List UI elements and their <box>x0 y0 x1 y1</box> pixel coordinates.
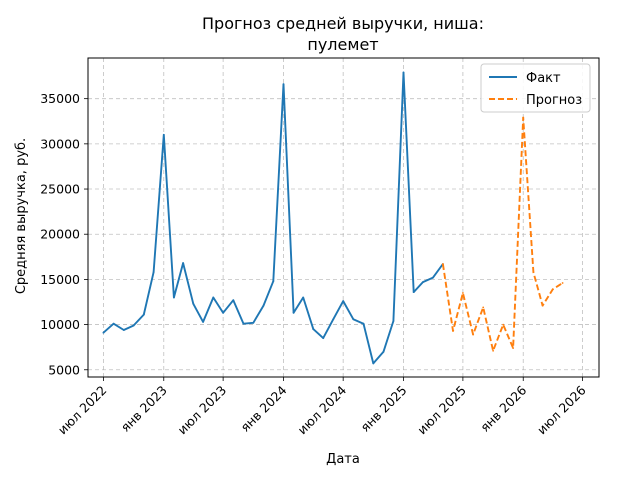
legend-label-fact: Факт <box>526 71 561 86</box>
data-point <box>152 271 155 274</box>
data-point <box>242 322 245 325</box>
data-point <box>232 299 235 302</box>
data-point <box>122 329 125 331</box>
y-tick-label: 25000 <box>40 182 80 197</box>
data-point <box>202 321 205 323</box>
data-point <box>551 288 554 291</box>
data-point <box>192 302 195 305</box>
data-point <box>332 318 335 321</box>
data-point <box>512 347 514 349</box>
legend: Факт Прогноз <box>480 63 591 113</box>
data-point <box>541 304 544 307</box>
data-point <box>412 291 415 293</box>
data-point <box>432 276 434 279</box>
data-point <box>322 337 325 339</box>
data-point <box>112 322 115 325</box>
data-point <box>402 71 405 74</box>
series-group <box>102 71 564 365</box>
y-axis-label: Средняя выручка, руб. <box>14 138 29 294</box>
y-tick-label: 10000 <box>40 317 80 332</box>
data-point <box>462 292 464 294</box>
data-point <box>352 318 355 321</box>
data-point <box>522 116 525 119</box>
chart-title-line1: Прогноз средней выручки, ниша: <box>202 14 484 33</box>
data-point <box>182 262 185 264</box>
data-point <box>362 322 365 325</box>
data-point <box>302 296 305 299</box>
data-point <box>382 350 385 353</box>
data-point <box>142 313 145 316</box>
data-point <box>492 349 494 352</box>
data-point <box>452 330 454 332</box>
data-point <box>532 271 535 274</box>
data-point <box>312 328 315 330</box>
data-point <box>392 320 395 322</box>
data-point <box>422 281 424 283</box>
y-tick-label: 20000 <box>40 227 80 242</box>
plot-frame <box>87 57 600 378</box>
data-point <box>372 362 375 365</box>
data-point <box>561 282 564 284</box>
data-point <box>292 311 295 314</box>
x-axis-label: Дата <box>326 452 360 467</box>
data-point <box>212 296 215 299</box>
y-tick-label: 30000 <box>40 136 80 151</box>
data-point <box>342 300 345 302</box>
data-point <box>262 304 265 307</box>
chart-title-line2: пулемет <box>307 35 378 54</box>
y-tick-label: 35000 <box>40 91 80 106</box>
data-point <box>222 311 225 314</box>
y-tick-label: 5000 <box>48 362 80 377</box>
data-point <box>173 296 175 299</box>
axes <box>84 57 600 381</box>
legend-label-forecast: Прогноз <box>526 93 582 108</box>
data-point <box>482 306 485 309</box>
data-point <box>272 280 275 283</box>
data-point <box>132 324 135 327</box>
data-point <box>102 331 105 334</box>
data-point <box>502 323 505 326</box>
data-point <box>252 321 255 324</box>
data-point <box>442 263 444 265</box>
data-point <box>472 333 474 336</box>
data-point <box>282 83 285 86</box>
y-tick-label: 15000 <box>40 272 80 287</box>
data-point <box>162 133 165 136</box>
